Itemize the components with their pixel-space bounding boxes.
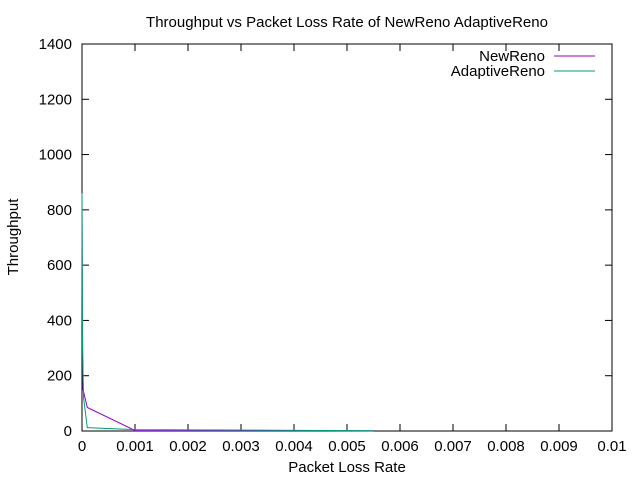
series-line-adaptivereno — [81, 193, 374, 432]
y-tick-label: 1400 — [39, 36, 72, 53]
series-line-newreno — [81, 196, 374, 432]
plot-frame — [81, 43, 613, 432]
x-tick-label: 0.003 — [222, 438, 260, 455]
x-tick-label: 0.002 — [169, 438, 207, 455]
y-axis-ticks: 0 200 400 600 800 1000 1200 1400 — [39, 36, 612, 440]
y-tick-label: 600 — [47, 257, 72, 274]
y-axis-label: Throughput — [5, 198, 22, 276]
legend-label: NewReno — [479, 48, 545, 65]
x-tick-label: 0.007 — [434, 438, 472, 455]
x-tick-label: 0.008 — [487, 438, 525, 455]
x-tick-label: 0.009 — [540, 438, 578, 455]
x-tick-label: 0.005 — [328, 438, 366, 455]
x-tick-label: 0.004 — [275, 438, 313, 455]
chart-title: Throughput vs Packet Loss Rate of NewRen… — [146, 14, 548, 31]
series-lines — [81, 193, 374, 432]
y-tick-label: 800 — [47, 202, 72, 219]
x-tick-label: 0.001 — [116, 438, 154, 455]
x-tick-label: 0.006 — [381, 438, 419, 455]
x-axis-ticks: 0 0.001 0.002 0.003 0.004 0.005 0.006 0.007 0.00… — [78, 44, 627, 455]
y-tick-label: 0 — [64, 423, 72, 440]
y-tick-label: 1200 — [39, 91, 72, 108]
x-axis-label: Packet Loss Rate — [288, 459, 406, 476]
x-tick-label: 0 — [78, 438, 86, 455]
y-tick-label: 1000 — [39, 147, 72, 164]
y-tick-label: 400 — [47, 312, 72, 329]
x-tick-label: 0.01 — [597, 438, 626, 455]
legend-label: AdaptiveReno — [451, 63, 545, 80]
y-tick-label: 200 — [47, 368, 72, 385]
